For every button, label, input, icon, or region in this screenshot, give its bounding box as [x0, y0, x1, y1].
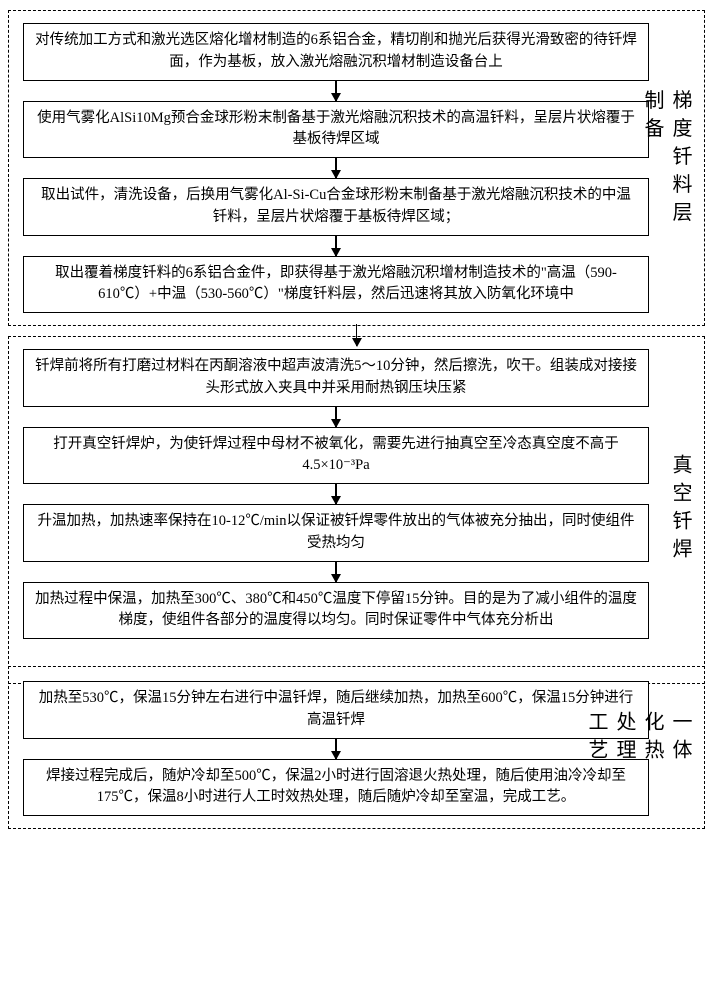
- arrow-down-icon: [335, 158, 337, 178]
- step-box: 加热过程中保温，加热至300℃、380℃和450℃温度下停留15分钟。目的是为了…: [23, 582, 649, 640]
- phase-group-1: 梯度钎料层制备 对传统加工方式和激光选区熔化增材制造的6系铝合金，精切削和抛光后…: [8, 10, 705, 326]
- arrow-down-icon: [335, 81, 337, 101]
- step-box: 加热至530℃，保温15分钟左右进行中温钎焊，随后继续加热，加热至600℃，保温…: [23, 681, 649, 739]
- arrow-down-icon: [335, 739, 337, 759]
- step-box: 打开真空钎焊炉，为使钎焊过程中母材不被氧化，需要先进行抽真空至冷态真空度不高于4…: [23, 427, 649, 485]
- step-box: 焊接过程完成后，随炉冷却至500℃，保温2小时进行固溶退火热处理，随后使用油冷冷…: [23, 759, 649, 817]
- phase-label-3: 一体化热处理工艺: [582, 710, 694, 791]
- step-box: 钎焊前将所有打磨过材料在丙酮溶液中超声波清洗5～10分钟，然后擦洗，吹干。组装成…: [23, 349, 649, 407]
- arrow-down-icon: [335, 236, 337, 256]
- step-box: 取出试件，清洗设备，后换用气雾化Al-Si-Cu合金球形粉末制备基于激光熔融沉积…: [23, 178, 649, 236]
- phase-group-3: 一体化热处理工艺 加热至530℃，保温15分钟左右进行中温钎焊，随后继续加热，加…: [8, 666, 705, 829]
- step-box: 升温加热，加热速率保持在10-12℃/min以保证被钎焊零件放出的气体被充分抽出…: [23, 504, 649, 562]
- step-box: 使用气雾化AlSi10Mg预合金球形粉末制备基于激光熔融沉积技术的高温钎料，呈层…: [23, 101, 649, 159]
- phase-group-2: 真空钎焊 钎焊前将所有打磨过材料在丙酮溶液中超声波清洗5～10分钟，然后擦洗，吹…: [8, 336, 705, 684]
- flowchart-container: 梯度钎料层制备 对传统加工方式和激光选区熔化增材制造的6系铝合金，精切削和抛光后…: [8, 10, 705, 829]
- step-box: 对传统加工方式和激光选区熔化增材制造的6系铝合金，精切削和抛光后获得光滑致密的待…: [23, 23, 649, 81]
- arrow-down-icon: [335, 484, 337, 504]
- step-box: 取出覆着梯度钎料的6系铝合金件，即获得基于激光熔融沉积增材制造技术的"高温（59…: [23, 256, 649, 314]
- phase-label-1: 梯度钎料层制备: [638, 90, 694, 247]
- arrow-down-icon: [335, 407, 337, 427]
- arrow-down-icon: [356, 324, 358, 346]
- phase-label-2: 真空钎焊: [666, 454, 694, 566]
- arrow-down-icon: [335, 562, 337, 582]
